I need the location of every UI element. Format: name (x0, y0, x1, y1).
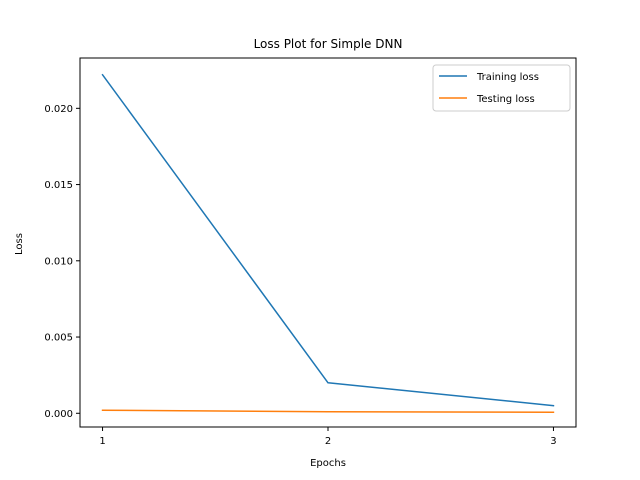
y-tick-label: 0.010 (44, 256, 73, 267)
y-tick-label: 0.005 (44, 333, 73, 344)
legend-label-2: Testing loss (476, 94, 535, 105)
series-line-2 (101, 409, 555, 413)
chart-title: Loss Plot for Simple DNN (254, 37, 403, 51)
y-tick-label: 0.020 (44, 104, 73, 115)
x-tick-label: 3 (550, 436, 556, 447)
y-tick-label: 0.000 (44, 409, 73, 420)
y-axis-label: Loss (14, 233, 25, 255)
x-tick-label: 1 (99, 436, 105, 447)
x-axis-ticks: 1 2 3 (99, 427, 557, 447)
legend: Training loss Testing loss (432, 64, 571, 112)
x-tick-label: 2 (325, 436, 331, 447)
series-line-1 (101, 73, 555, 407)
x-axis-label: Epochs (310, 458, 346, 469)
legend-box (432, 64, 571, 112)
series-layer (101, 73, 555, 413)
y-tick-label: 0.015 (44, 180, 73, 191)
legend-label-1: Training loss (476, 72, 539, 83)
y-axis-ticks: 0.000 0.005 0.010 0.015 0.020 (44, 104, 80, 420)
